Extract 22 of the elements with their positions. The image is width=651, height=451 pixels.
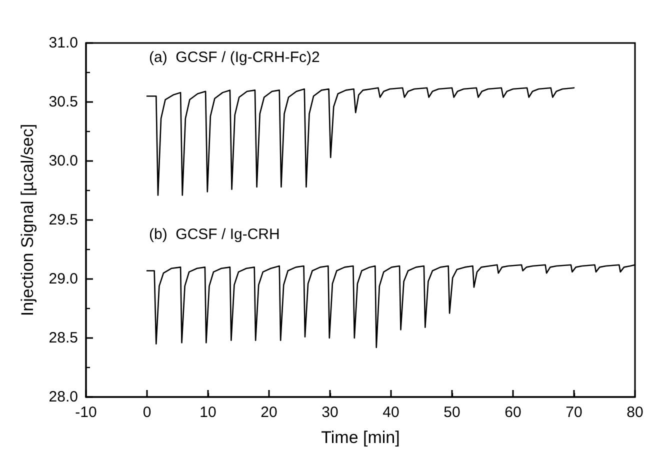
x-tick-label: -10: [75, 404, 97, 421]
y-tick-label: 28.5: [48, 330, 78, 346]
x-tick-label: 0: [142, 404, 152, 421]
x-tick-label: 20: [260, 404, 278, 421]
x-tick-label: 60: [504, 404, 522, 421]
x-tick-label: 70: [566, 404, 582, 421]
x-tick-label: 40: [382, 404, 400, 421]
x-tick-label: 50: [444, 404, 460, 421]
y-axis-title: Injection Signal [µcal/sec]: [18, 124, 37, 316]
x-axis-title: Time [min]: [321, 428, 400, 447]
y-tick-label: 30.0: [48, 152, 78, 170]
y-tick-label: 30.5: [48, 94, 78, 110]
x-tick-label: 10: [200, 404, 216, 421]
y-tick-label: 29.0: [48, 270, 78, 288]
x-tick-label: 80: [626, 404, 644, 421]
y-tick-label: 31.0: [48, 34, 78, 52]
series-label: (a) GCSF / (Ig-CRH-Fc)2: [149, 48, 320, 66]
line-series: [146, 87, 575, 196]
y-tick-label: 28.0: [48, 388, 78, 406]
x-tick-label: 30: [322, 404, 338, 421]
series-label: (b) GCSF / Ig-CRH: [149, 226, 280, 243]
y-tick-label: 29.5: [48, 212, 78, 228]
